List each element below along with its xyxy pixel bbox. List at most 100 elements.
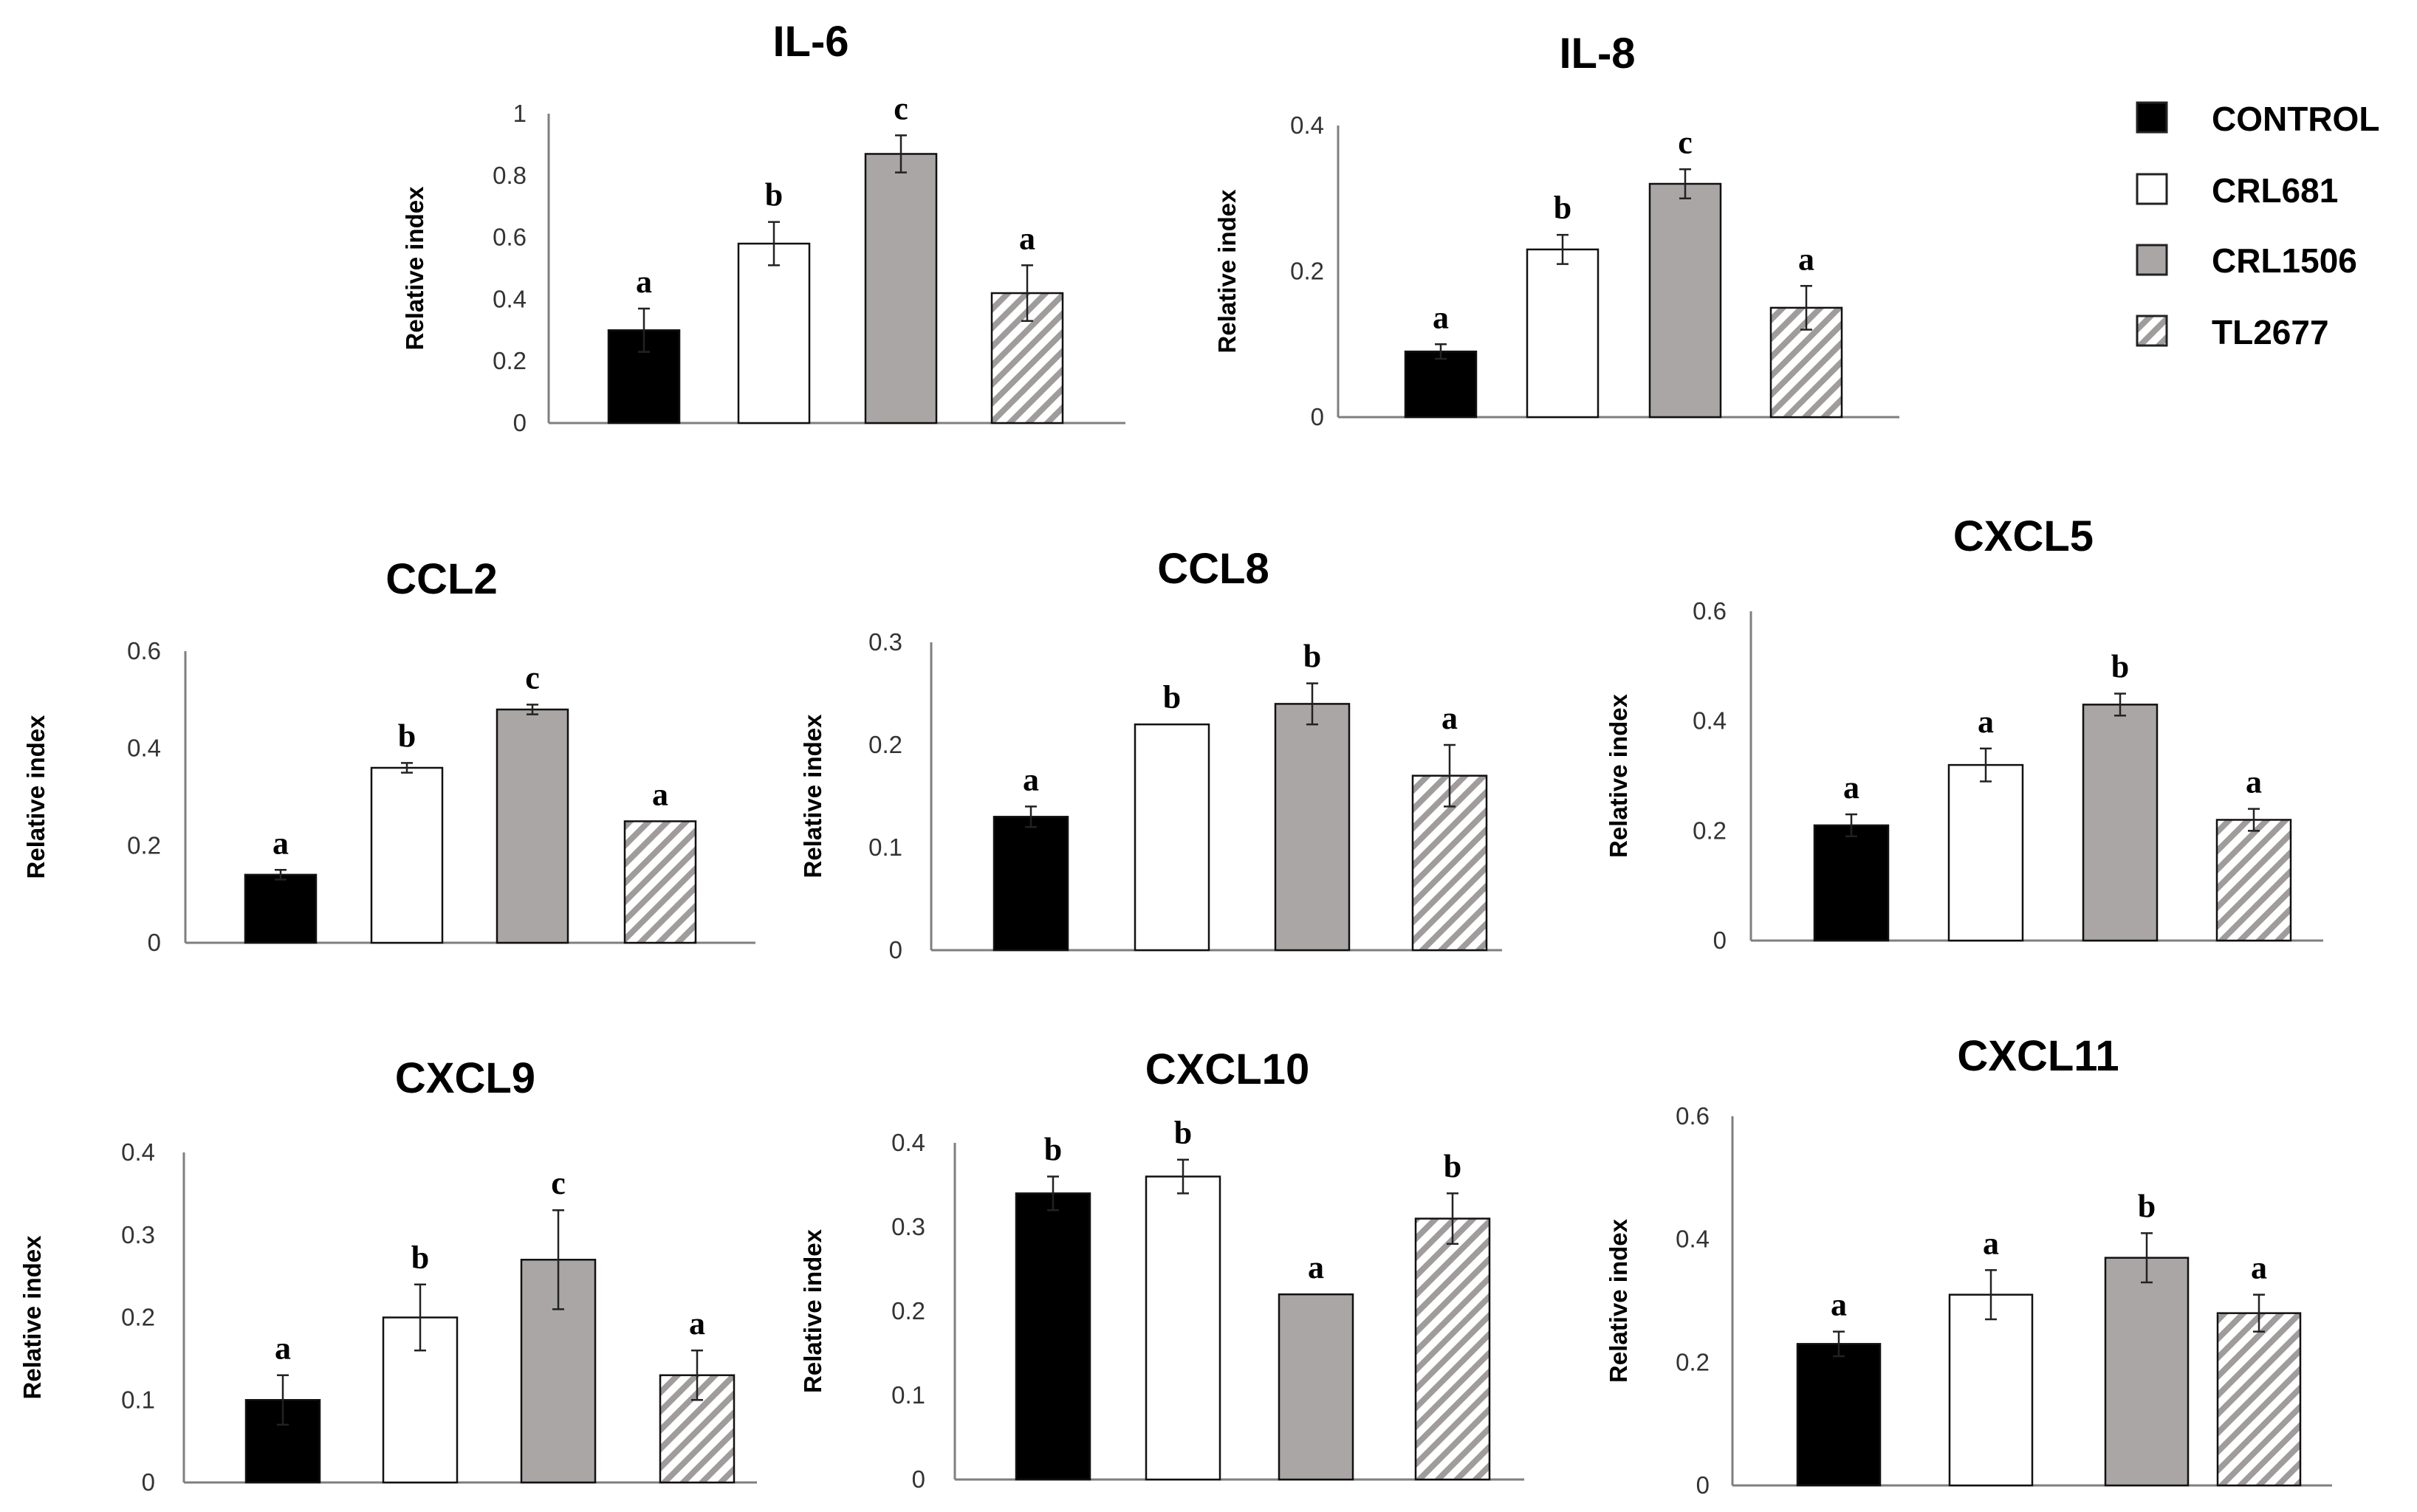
bar-crl681	[370, 766, 444, 944]
significance-letter: b	[765, 177, 783, 213]
bar-crl681	[1526, 248, 1600, 419]
y-axis-label: Relative index	[22, 715, 49, 879]
y-tick-label: 0.4	[1693, 707, 1727, 735]
chart-il-8: IL-8 Relative index 0 0.2 0.4 a b c a	[1213, 30, 1899, 430]
y-axis-label: Relative index	[18, 1235, 46, 1400]
chart-title: IL-6	[772, 18, 848, 66]
significance-letter: b	[1444, 1148, 1461, 1184]
y-tick-label: 0.3	[891, 1213, 925, 1240]
y-tick-label: 0.4	[891, 1129, 925, 1156]
bar-tl2677	[623, 820, 697, 944]
significance-letter: a	[636, 264, 652, 300]
significance-letter: c	[551, 1165, 566, 1201]
significance-letter: a	[272, 825, 289, 861]
significance-letter: a	[1798, 241, 1814, 277]
significance-letter: c	[894, 90, 908, 126]
bar-crl1506	[1274, 703, 1351, 952]
y-tick-label: 0.2	[493, 347, 527, 374]
significance-letter: a	[1978, 704, 1994, 740]
bar-crl681	[1947, 763, 2024, 942]
chart-title: IL-8	[1559, 30, 1635, 78]
chart-title: CXCL11	[1957, 1032, 2119, 1080]
bar-crl1506	[2082, 704, 2159, 942]
significance-letter: c	[1678, 124, 1693, 160]
legend-label-crl1506: CRL1506	[2212, 241, 2357, 280]
significance-letter: a	[1019, 220, 1035, 256]
legend-label-control: CONTROL	[2212, 100, 2379, 138]
significance-letter: a	[1831, 1287, 1847, 1323]
y-tick-label: 0	[1311, 403, 1324, 430]
bar-control	[1404, 350, 1478, 419]
y-tick-label: 0.2	[1290, 258, 1324, 285]
y-axis-label: Relative index	[799, 714, 826, 879]
bar-tl2677	[2216, 1312, 2302, 1487]
y-tick-label: 0	[513, 409, 527, 436]
bar-control	[1015, 1192, 1091, 1481]
bar-crl1506	[496, 708, 569, 944]
y-tick-label: 0.1	[891, 1381, 925, 1409]
y-axis-label: Relative index	[401, 186, 428, 351]
significance-letter: a	[2251, 1250, 2267, 1286]
y-tick-label: 0.2	[1693, 817, 1727, 844]
y-axis-label: Relative index	[799, 1228, 826, 1393]
y-axis-label: Relative index	[1605, 693, 1632, 858]
chart-cxcl5: CXCL5 Relative index 0 0.2 0.4 0.6 a a b a	[1605, 512, 2323, 954]
y-tick-label: 0.4	[121, 1138, 155, 1166]
y-axis-label: Relative index	[1213, 189, 1241, 354]
significance-letter: b	[1174, 1115, 1192, 1151]
significance-letter: b	[1554, 190, 1571, 226]
chart-title: CXCL9	[395, 1054, 535, 1102]
bar-control	[1796, 1343, 1882, 1487]
y-tick-label: 0.2	[868, 731, 902, 758]
significance-letter: b	[2138, 1188, 2156, 1224]
bar-tl2677	[1414, 1217, 1491, 1481]
chart-title: CCL2	[385, 555, 497, 603]
y-tick-label: 0.2	[1676, 1348, 1710, 1375]
significance-letter: c	[525, 659, 540, 695]
chart-cxcl9: CXCL9 Relative index 0 0.1 0.2 0.3 0.4 a b c a	[18, 1054, 757, 1496]
significance-letter: a	[1983, 1225, 1999, 1261]
y-tick-label: 0.6	[127, 637, 161, 664]
bar-crl1506	[1648, 182, 1722, 419]
y-tick-label: 0	[912, 1465, 925, 1493]
y-tick-label: 0.1	[121, 1386, 155, 1413]
significance-letter: a	[1023, 761, 1039, 797]
bar-control	[1813, 824, 1890, 942]
bar-crl1506	[2104, 1257, 2190, 1487]
y-tick-label: 0.1	[868, 834, 902, 861]
y-tick-label: 0	[1696, 1471, 1710, 1499]
significance-letter: b	[2111, 649, 2129, 685]
significance-letter: b	[1044, 1132, 1062, 1168]
legend-label-crl681: CRL681	[2212, 171, 2338, 210]
significance-letter: a	[275, 1330, 291, 1367]
y-tick-label: 0.2	[121, 1304, 155, 1331]
bar-crl1506	[864, 153, 938, 425]
y-tick-label: 0.2	[127, 831, 161, 859]
bar-control	[992, 816, 1069, 952]
significance-letter: a	[1308, 1249, 1324, 1285]
significance-letter: a	[1441, 700, 1458, 736]
bar-tl2677	[2215, 819, 2292, 942]
significance-letter: a	[1433, 299, 1449, 335]
bar-crl681	[1134, 723, 1210, 952]
legend: CONTROL CRL681 CRL1506 TL2677	[2136, 100, 2379, 351]
chart-ccl2: CCL2 Relative index 0 0.2 0.4 0.6 a b c a	[22, 555, 755, 956]
significance-letter: a	[689, 1305, 705, 1341]
chart-cxcl11: CXCL11 Relative index 0 0.2 0.4 0.6 a a b a	[1605, 1032, 2332, 1499]
y-tick-label: 0.8	[493, 162, 527, 189]
y-tick-label: 0	[1713, 927, 1727, 954]
y-tick-label: 0.6	[1676, 1102, 1710, 1130]
y-axis-label: Relative index	[1605, 1218, 1632, 1383]
y-tick-label: 0.3	[868, 628, 902, 656]
y-tick-label: 0.4	[1676, 1226, 1710, 1253]
y-tick-label: 0.4	[493, 285, 527, 312]
significance-letter: a	[1843, 769, 1859, 805]
y-tick-label: 0.4	[127, 735, 161, 762]
bar-crl1506	[1278, 1293, 1354, 1481]
y-tick-label: 0.6	[493, 224, 527, 251]
chart-title: CXCL10	[1145, 1045, 1309, 1093]
chart-cxcl10: CXCL10 Relative index 0 0.1 0.2 0.3 0.4 b b a b	[799, 1045, 1524, 1493]
bar-crl681	[737, 242, 811, 425]
